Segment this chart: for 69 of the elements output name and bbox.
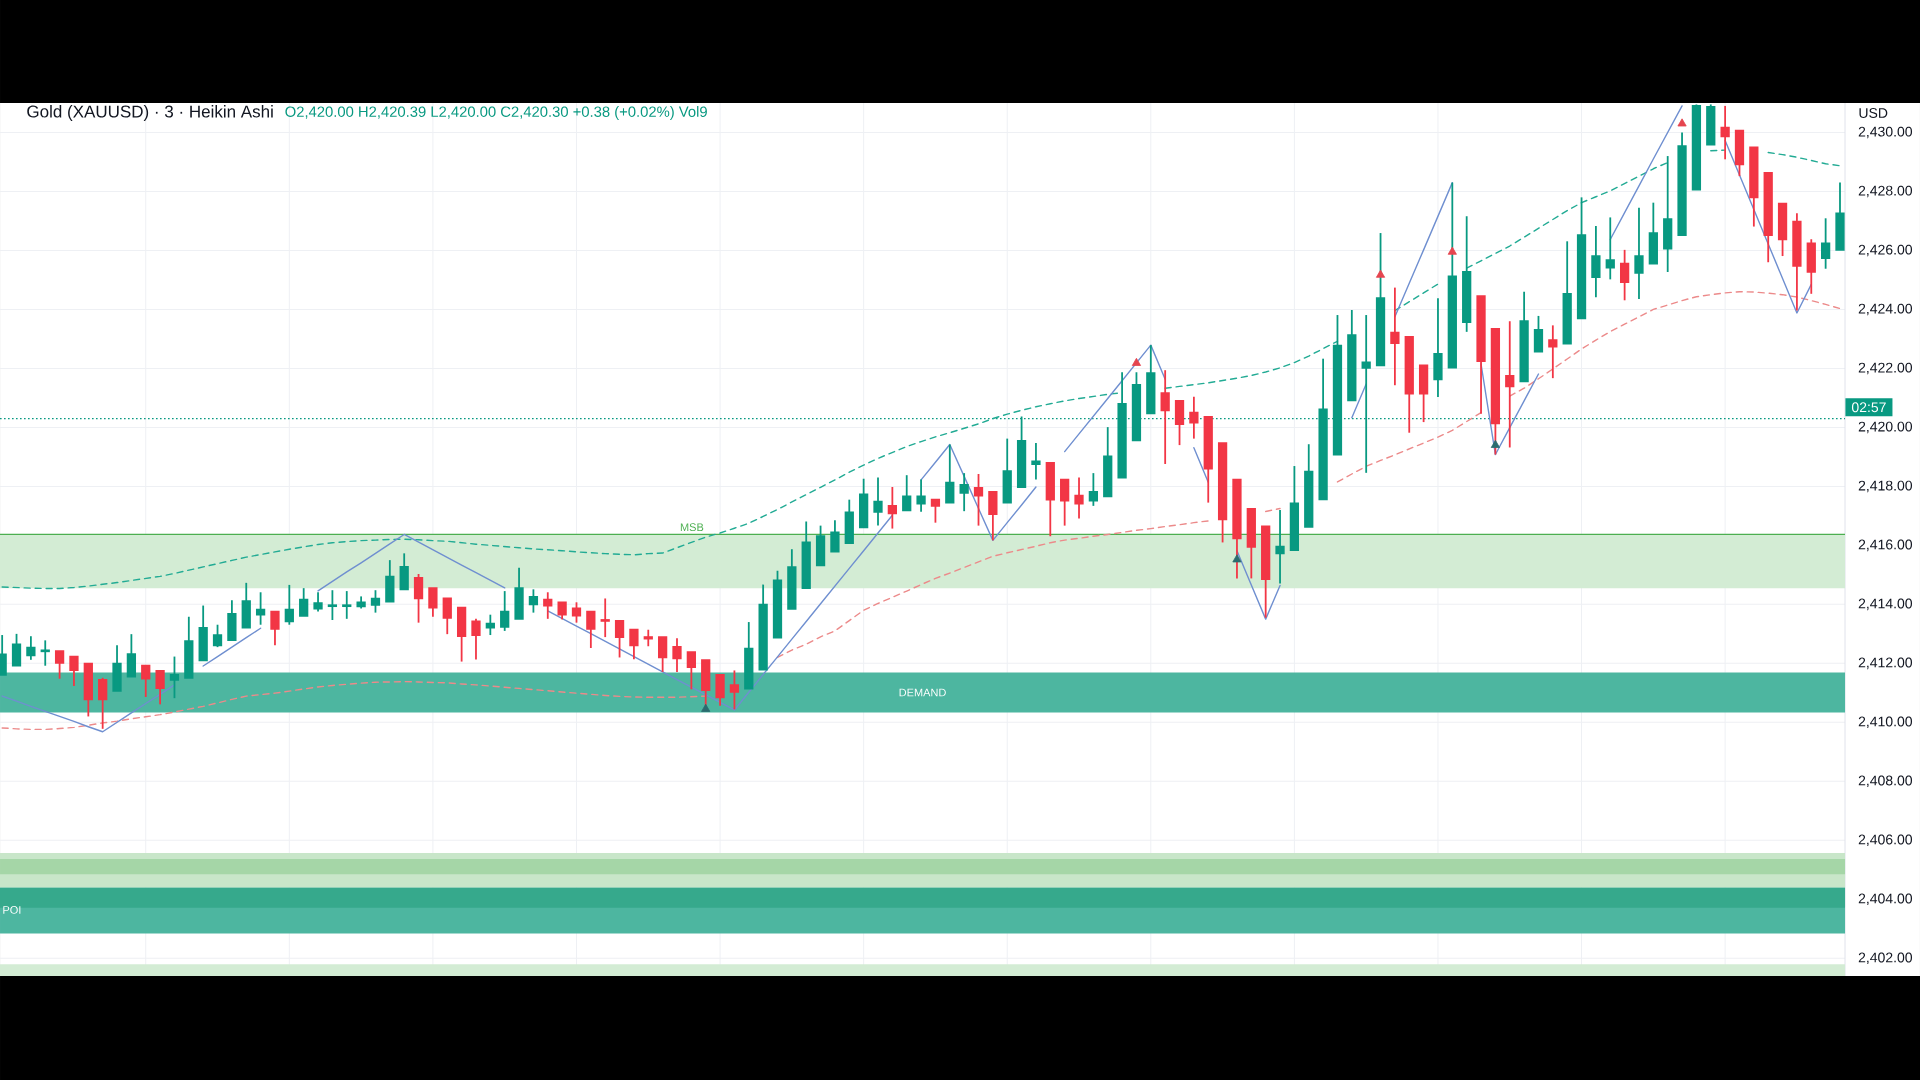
y-tick-label: 2,430.00 (1858, 126, 1913, 139)
candlestick (342, 590, 352, 620)
candlestick (26, 635, 36, 661)
candlestick (1634, 206, 1644, 301)
y-tick-label: 2,412.00 (1858, 657, 1913, 670)
candlestick (1591, 225, 1601, 299)
candlestick (327, 589, 338, 621)
candlestick (643, 628, 653, 648)
point (1447, 246, 1457, 255)
candlestick (1433, 297, 1443, 398)
point (1131, 357, 1142, 366)
candlestick (1720, 105, 1730, 161)
candlestick (1619, 248, 1630, 302)
annotation: POI (3, 906, 21, 914)
y-tick-label: 2,424.00 (1858, 303, 1913, 316)
y-tick-label: 2,426.00 (1858, 244, 1913, 257)
candlestick (284, 584, 294, 626)
candlestick (1821, 217, 1831, 270)
band-label: DEMAND (899, 688, 946, 697)
candlestick (356, 595, 366, 610)
candlestick (916, 478, 926, 513)
point (701, 703, 711, 712)
candlestick (543, 591, 553, 620)
chart-title: Gold (XAUUSD) · 3 · Heikin Ashi (27, 105, 273, 121)
candlestick (1390, 286, 1400, 387)
candlestick (485, 613, 495, 636)
candlestick (1548, 324, 1558, 380)
y-tick-label: 2,408.00 (1858, 775, 1913, 788)
y-tick-label: 2,406.00 (1858, 834, 1913, 847)
candlestick (1088, 472, 1099, 507)
candlestick (1160, 369, 1170, 465)
candlestick (1074, 476, 1084, 520)
y-tick-label: 2,404.00 (1858, 893, 1913, 906)
candlestick (1663, 155, 1673, 273)
candlestick (873, 476, 883, 527)
point (1677, 118, 1687, 127)
point (1232, 554, 1242, 563)
candlestick (672, 637, 682, 673)
y-tick-label: 2,414.00 (1858, 598, 1913, 611)
candlestick (1462, 215, 1472, 333)
candlestick (313, 591, 323, 613)
candlestick (500, 590, 510, 632)
y-tick-label: 2,416.00 (1858, 539, 1913, 552)
text: 02:57 (1851, 402, 1886, 413)
candlestick (169, 655, 180, 700)
ref-line-label: MSB (680, 523, 704, 532)
candlestick (1605, 216, 1615, 281)
candlestick (1505, 320, 1515, 449)
y-tick-label: 2,418.00 (1858, 480, 1913, 493)
candlestick (887, 486, 897, 530)
candlestick (1806, 238, 1816, 295)
y-tick-label: 2,420.00 (1858, 421, 1913, 434)
candlestick (1275, 509, 1285, 585)
y-tick-label: 2,410.00 (1858, 716, 1913, 729)
point (1490, 439, 1500, 448)
y-axis-title: USD (1859, 108, 1888, 118)
candlestick (600, 597, 610, 639)
y-tick-label: 2,428.00 (1858, 185, 1913, 198)
candlestick (40, 639, 50, 667)
y-tick-label: 2,422.00 (1858, 362, 1913, 375)
chart-subtitle: O2,420.00 H2,420.39 L2,420.00 C2,420.30 +0.38 (+0.02%) Vol9 (285, 106, 707, 120)
point (1375, 269, 1386, 278)
y-tick-label: 2,402.00 (1858, 952, 1913, 965)
candlestick (1189, 395, 1199, 440)
candlestick (255, 591, 266, 626)
candlestick (98, 676, 108, 730)
candlestick (1031, 442, 1041, 481)
candlestick (959, 472, 969, 513)
candlestick (1792, 212, 1802, 312)
